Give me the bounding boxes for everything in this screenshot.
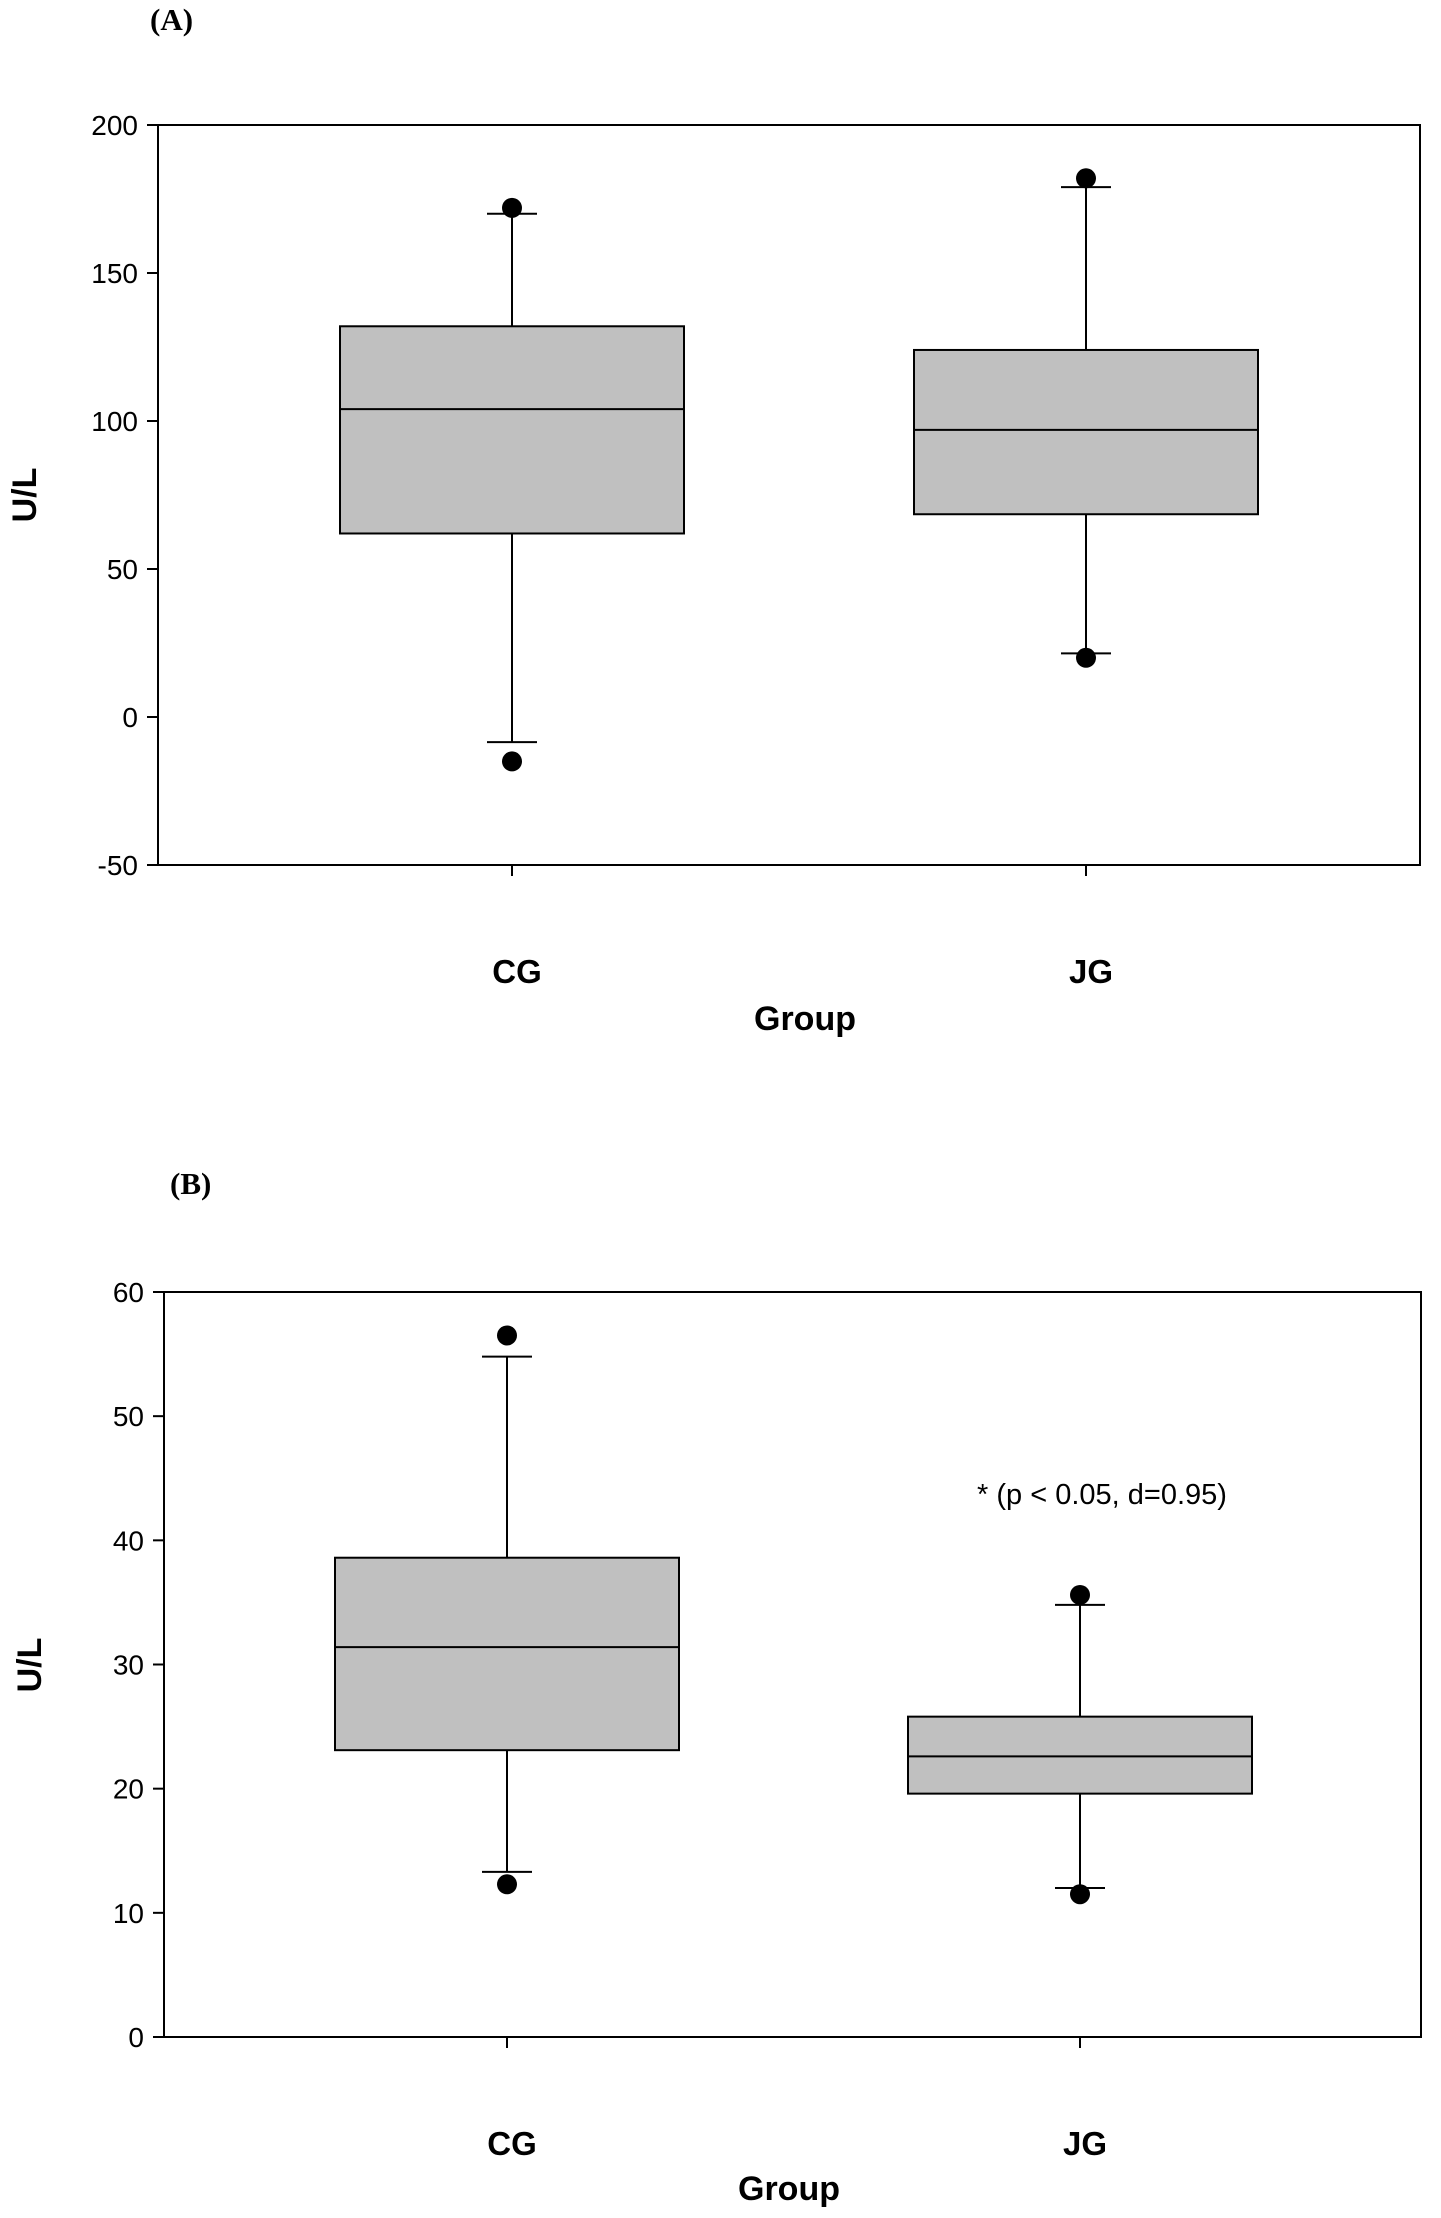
panel-b-y-tick-label: 50: [113, 1401, 144, 1432]
panel-b-y-axis: 0 10 20 30 40 50 60: [113, 1277, 164, 2053]
panel-b-y-tick-label: 60: [113, 1277, 144, 1308]
panel-b: (B) 0 10 20 30 40 50 60 CG JG * (p < 0.05, d=0.…: [11, 1166, 1422, 2208]
panel-a-x-category-jg: JG: [1069, 953, 1113, 990]
outlier-point: [1076, 647, 1096, 668]
interquartile-box: [339, 325, 685, 535]
outlier-point: [497, 1325, 517, 1346]
outlier-point: [1070, 1884, 1090, 1905]
panel-b-box-jg: [907, 1584, 1253, 1905]
panel-a-y-tick-label: 150: [91, 258, 138, 289]
panel-b-boxes: [334, 1325, 1253, 1905]
outlier-point: [1076, 168, 1096, 189]
panel-b-x-axis: CG JG: [487, 2037, 1107, 2162]
panel-a-label: (A): [150, 2, 193, 37]
panel-a-y-tick-label: 0: [122, 702, 138, 733]
outlier-point: [502, 197, 522, 218]
panel-a: (A) -50 0 50 100 150 200 CG JG Group U/L: [6, 2, 1421, 1038]
panel-b-y-tick-label: 0: [128, 2022, 144, 2053]
panel-b-y-axis-title: U/L: [11, 1638, 49, 1693]
interquartile-box: [907, 1715, 1253, 1795]
panel-a-x-axis: CG JG: [492, 865, 1113, 990]
panel-b-y-tick-label: 30: [113, 1650, 144, 1681]
panel-a-y-tick-label: -50: [98, 850, 138, 881]
panel-b-significance-annotation: * (p < 0.05, d=0.95): [977, 1479, 1227, 1511]
panel-a-boxes: [339, 168, 1259, 772]
panel-a-y-tick-label: 100: [91, 406, 138, 437]
panel-b-x-category-jg: JG: [1063, 2125, 1107, 2162]
panel-a-y-tick-label: 200: [91, 110, 138, 141]
panel-b-y-tick-label: 20: [113, 1774, 144, 1805]
panel-b-y-tick-label: 10: [113, 1898, 144, 1929]
panel-a-y-axis-title: U/L: [6, 468, 44, 523]
panel-b-x-category-cg: CG: [487, 2125, 537, 2162]
panel-b-label: (B): [170, 1166, 211, 1201]
outlier-point: [497, 1874, 517, 1895]
interquartile-box: [913, 348, 1259, 516]
panel-a-x-axis-title: Group: [754, 1000, 856, 1038]
panel-b-box-cg: [334, 1325, 680, 1895]
panel-a-x-category-cg: CG: [492, 953, 542, 990]
interquartile-box: [334, 1556, 680, 1752]
outlier-point: [1070, 1584, 1090, 1605]
panel-b-x-axis-title: Group: [738, 2170, 840, 2208]
panel-a-box-jg: [913, 168, 1259, 668]
panel-a-box-cg: [339, 197, 685, 772]
panel-a-plot-frame: [157, 124, 1421, 866]
panel-a-y-tick-label: 50: [107, 554, 138, 585]
panel-b-y-tick-label: 40: [113, 1525, 144, 1556]
panel-a-y-axis: -50 0 50 100 150 200: [91, 110, 158, 881]
outlier-point: [502, 751, 522, 772]
